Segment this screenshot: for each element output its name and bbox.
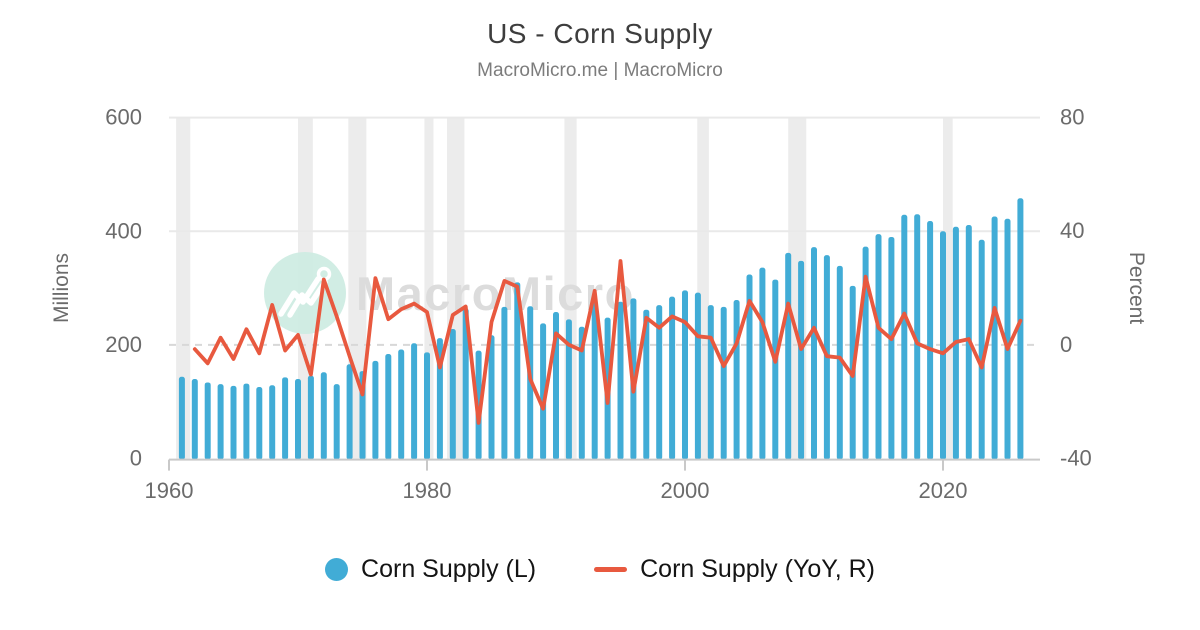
bar-1972 [320, 372, 327, 460]
bar-2017 [901, 214, 908, 460]
left-axis-title: Millions [50, 253, 73, 323]
legend-label: Corn Supply (L) [361, 554, 537, 583]
bar-1978 [398, 349, 405, 460]
right-axis-tick-label: -40 [1060, 445, 1092, 470]
x-axis-tick-label: 2020 [919, 478, 968, 503]
bar-2003 [720, 306, 727, 460]
yoy-line [192, 259, 1023, 425]
bar-1992 [578, 326, 585, 460]
bar-1970 [295, 379, 301, 460]
legend: Corn Supply (L) Corn Supply (YoY, R) [0, 549, 1200, 589]
recession-band [697, 117, 709, 459]
bar-1986 [501, 306, 508, 460]
bar-1997 [643, 309, 650, 460]
bar-2009 [798, 260, 805, 460]
bar-2016 [888, 236, 895, 460]
bar-1973 [333, 384, 340, 460]
bar-1964 [217, 384, 224, 460]
left-axis-tick-label: 400 [105, 218, 142, 243]
legend-circle-marker-icon [325, 557, 349, 581]
bar-2026 [1017, 198, 1024, 460]
bar-2015 [875, 234, 882, 460]
bar-2018 [914, 214, 921, 460]
legend-item-corn-supply[interactable]: Corn Supply (L) [325, 555, 536, 584]
bar-1999 [669, 296, 676, 460]
bar-1968 [269, 385, 276, 460]
bar-1976 [372, 360, 379, 460]
bar-1969 [282, 377, 289, 460]
right-axis-title: Percent [1125, 252, 1148, 325]
recession-bands [176, 117, 953, 459]
left-axis-tick-label: 0 [130, 446, 142, 471]
chart-header: US - Corn Supply MacroMicro.me | MacroMi… [0, 18, 1200, 82]
bar-2005 [746, 274, 753, 460]
right-axis-tick-label: 0 [1060, 332, 1072, 357]
x-axis-tick-label: 1980 [403, 478, 452, 503]
bar-series-corn-supply [178, 198, 1024, 460]
bar-1980 [424, 352, 430, 460]
legend-item-corn-supply-yoy[interactable]: Corn Supply (YoY, R) [594, 555, 875, 584]
bar-2025 [1004, 218, 1011, 460]
bar-1984 [475, 350, 482, 460]
bar-2001 [694, 292, 701, 460]
bar-1989 [540, 323, 547, 460]
x-axis-tick-label: 2000 [661, 478, 710, 503]
bar-2012 [836, 265, 843, 460]
bar-1965 [230, 385, 237, 460]
recession-band [943, 117, 953, 459]
bar-1967 [256, 386, 263, 460]
bar-1977 [385, 354, 392, 460]
bar-1998 [656, 305, 663, 460]
bar-1985 [488, 335, 495, 460]
bar-2023 [978, 239, 985, 460]
page-title: US - Corn Supply [487, 18, 713, 49]
legend-label: Corn Supply (YoY, R) [640, 554, 875, 583]
bar-2010 [811, 247, 817, 460]
x-axis [168, 458, 1040, 471]
bar-1987 [514, 282, 521, 460]
left-axis-tick-label: 600 [105, 105, 142, 130]
bar-1991 [565, 319, 572, 460]
bar-2002 [707, 305, 714, 460]
bar-2000 [682, 290, 688, 460]
x-axis-tick-label: 1960 [145, 478, 194, 503]
bar-2019 [927, 221, 934, 460]
bar-1966 [243, 383, 250, 460]
bar-2007 [772, 279, 779, 460]
right-axis-tick-label: 40 [1060, 218, 1084, 243]
left-axis-tick-label: 200 [105, 332, 142, 357]
bar-1995 [617, 301, 624, 460]
bar-1993 [591, 301, 598, 460]
bar-1982 [449, 329, 456, 460]
bar-1963 [204, 382, 211, 460]
bar-2004 [733, 300, 740, 460]
bar-2020 [940, 231, 946, 460]
bar-1979 [411, 343, 418, 460]
bar-1983 [462, 308, 469, 460]
right-axis-tick-label: 80 [1060, 105, 1084, 130]
bar-2024 [991, 216, 998, 460]
chart-subtitle: MacroMicro.me | MacroMicro [477, 60, 723, 81]
legend-line-marker-icon [594, 566, 628, 572]
watermark-zigzag-icon [287, 279, 328, 318]
bar-2008 [785, 252, 792, 460]
bar-1961 [178, 376, 185, 460]
bar-1971 [307, 375, 314, 460]
bar-1962 [191, 379, 198, 460]
recession-band [424, 117, 434, 459]
bar-1974 [346, 364, 353, 460]
bar-2006 [759, 267, 766, 460]
recession-band [176, 117, 191, 459]
